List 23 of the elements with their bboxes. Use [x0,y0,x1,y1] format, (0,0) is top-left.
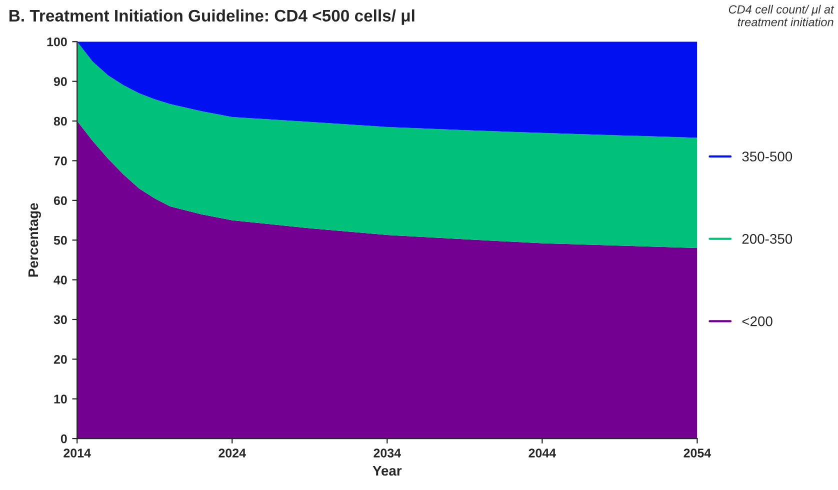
x-tick-label: 2024 [218,448,246,458]
y-tick-label: 10 [54,394,67,404]
y-axis-title: Percentage [28,203,41,277]
chart-title: B. Treatment Initiation Guideline: CD4 <500 cells/ μl [9,9,414,25]
y-tick-label: 60 [54,196,67,206]
y-tick-label: 30 [54,315,67,324]
y-tick-label: 70 [54,156,67,166]
y-tick-label: 0 [60,434,67,444]
x-tick-label: 2044 [528,448,556,458]
y-tick-label: 20 [54,354,67,364]
legend-label: 200-350 [742,234,792,244]
y-tick-label: 90 [54,77,67,86]
x-tick-label: 2034 [374,448,401,458]
y-tick-label: 100 [47,37,67,46]
x-tick-label: 2054 [684,448,712,458]
legend-label: <200 [742,316,772,326]
x-axis-title: Year [372,466,402,476]
legend-title: CD4 cell count/ μl at treatment initiation [728,4,834,26]
legend-label: 350-500 [742,152,792,162]
y-tick-label: 40 [54,276,67,284]
y-tick-label: 50 [54,236,67,245]
y-tick-label: 80 [54,116,67,126]
x-tick-label: 2014 [64,448,91,458]
